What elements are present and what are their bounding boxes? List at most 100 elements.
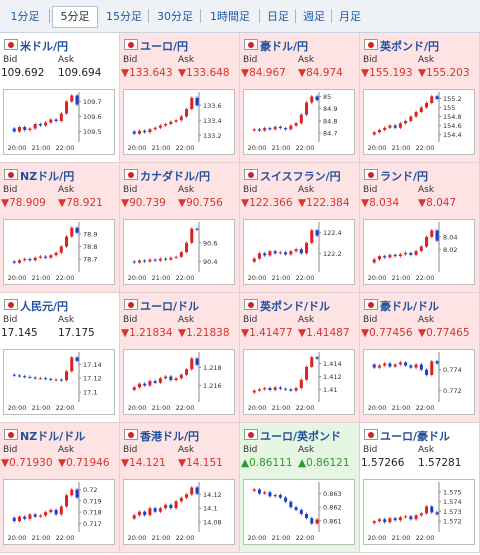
candle bbox=[419, 246, 423, 251]
chart-frame bbox=[123, 479, 235, 545]
currency-panel[interactable]: 人民元/円 Bid Ask 17.145 17.175 17.14 17.12 17.1 20:… bbox=[0, 293, 120, 423]
currency-panel[interactable]: ユーロ/英ポンド Bid Ask ▲0.86111 ▲0.86121 0.863 0.862… bbox=[240, 423, 360, 553]
bid-label: Bid bbox=[123, 315, 138, 325]
candle bbox=[257, 389, 261, 391]
time-label: 21:00 bbox=[32, 144, 51, 152]
ask-label: Ask bbox=[178, 185, 195, 195]
pair-name[interactable]: ユーロ/円 bbox=[140, 40, 189, 53]
ask-value: ▼84.974 bbox=[298, 67, 343, 79]
bid-label: Bid bbox=[363, 55, 378, 65]
y-tick-label: 122.2 bbox=[323, 250, 342, 258]
candle bbox=[179, 497, 183, 502]
pair-name[interactable]: 英ポンド/ドル bbox=[260, 300, 331, 313]
candle bbox=[137, 511, 141, 516]
candle bbox=[252, 390, 256, 393]
candle bbox=[273, 494, 277, 497]
y-tick-label: 84.8 bbox=[323, 117, 337, 125]
currency-panel[interactable]: ユーロ/円 Bid Ask ▼133.643 ▼133.648 133.6 133.4 133… bbox=[120, 33, 240, 163]
tab[interactable]: 30分足 bbox=[157, 10, 193, 23]
currency-panel[interactable]: スイスフラン/円 Bid Ask ▼122.366 ▼122.384 122.4 122.2… bbox=[240, 163, 360, 293]
currency-panel[interactable]: ランド/円 Bid Ask ▼8.034 ▼8.047 8.04 8.02 20:00 21:0… bbox=[360, 163, 480, 293]
candle bbox=[372, 521, 376, 524]
ask-value: ▼122.384 bbox=[298, 197, 350, 209]
flag-icon bbox=[244, 299, 258, 310]
candle bbox=[28, 376, 32, 378]
pair-name[interactable]: NZドル/ドル bbox=[20, 430, 86, 443]
pair-name[interactable]: 人民元/円 bbox=[20, 300, 69, 313]
time-label: 21:00 bbox=[152, 274, 171, 282]
time-label: 22:00 bbox=[176, 144, 195, 152]
candle bbox=[310, 96, 314, 103]
candle bbox=[315, 96, 319, 101]
candle bbox=[252, 129, 256, 131]
candle bbox=[54, 509, 58, 515]
tab[interactable]: 15分足 bbox=[106, 10, 142, 23]
time-label: 21:00 bbox=[152, 144, 171, 152]
pair-name[interactable]: ユーロ/英ポンド bbox=[260, 430, 342, 443]
pair-name[interactable]: 英ポンド/円 bbox=[380, 40, 440, 53]
currency-panel[interactable]: NZドル/ドル Bid Ask ▼0.71930 ▼0.71946 0.72 0.719 0.… bbox=[0, 423, 120, 553]
candle bbox=[148, 381, 152, 386]
pair-name[interactable]: スイスフラン/円 bbox=[260, 170, 341, 183]
candle bbox=[65, 236, 69, 247]
y-tick-label: 90.6 bbox=[203, 239, 217, 247]
flag-icon bbox=[4, 169, 18, 180]
pair-name[interactable]: ユーロ/ドル bbox=[140, 300, 200, 313]
candle bbox=[430, 230, 434, 237]
ask-value: 1.57281 bbox=[418, 457, 462, 469]
currency-panel[interactable]: 豪ドル/円 Bid Ask ▼84.967 ▼84.974 85 84.9 84.8 84.7 2… bbox=[240, 33, 360, 163]
tab[interactable]: 1分足 bbox=[10, 10, 40, 23]
y-tick-label: 14.08 bbox=[203, 519, 222, 527]
ask-value: ▼0.77465 bbox=[418, 327, 470, 339]
candle bbox=[409, 516, 413, 520]
candle bbox=[398, 517, 402, 521]
chart-frame bbox=[3, 89, 115, 155]
bid-value: ▼84.967 bbox=[241, 67, 286, 79]
flag-icon bbox=[4, 429, 18, 440]
currency-panel[interactable]: ユーロ/豪ドル Bid Ask 1.57266 1.57281 1.575 1.574 1.5… bbox=[360, 423, 480, 553]
candle bbox=[17, 375, 21, 377]
candle bbox=[289, 251, 293, 255]
pair-name[interactable]: NZドル/円 bbox=[20, 170, 75, 183]
tab[interactable]: 週足 bbox=[303, 10, 325, 23]
currency-panel[interactable]: ユーロ/ドル Bid Ask ▼1.21834 ▼1.21838 1.218 1.216 20… bbox=[120, 293, 240, 423]
currency-panel[interactable]: 香港ドル/円 Bid Ask ▼14.121 ▼14.151 14.12 14.1 14.08… bbox=[120, 423, 240, 553]
time-label: 20:00 bbox=[128, 144, 147, 152]
currency-panel[interactable]: 英ポンド/円 Bid Ask ▼155.193 ▼155.203 155.2 155 154.… bbox=[360, 33, 480, 163]
pair-name[interactable]: ランド/円 bbox=[380, 170, 429, 183]
candle bbox=[388, 363, 392, 367]
bid-label: Bid bbox=[243, 445, 258, 455]
currency-panel[interactable]: カナダドル/円 Bid Ask ▼90.739 ▼90.756 90.6 90.4 20:00… bbox=[120, 163, 240, 293]
candle bbox=[409, 116, 413, 121]
y-tick-label: 0.719 bbox=[83, 497, 102, 505]
candle bbox=[153, 259, 157, 261]
pair-name[interactable]: 米ドル/円 bbox=[20, 40, 69, 53]
currency-panel[interactable]: 豪ドル/ドル Bid Ask ▼0.77456 ▼0.77465 0.774 0.772 20… bbox=[360, 293, 480, 423]
y-tick-label: 17.12 bbox=[83, 375, 102, 383]
candle bbox=[294, 249, 298, 252]
currency-panel[interactable]: NZドル/円 Bid Ask ▼78.909 ▼78.921 78.9 78.8 78.7 20… bbox=[0, 163, 120, 293]
tab[interactable]: 1時間足 bbox=[210, 10, 250, 23]
candle bbox=[377, 519, 381, 522]
candle bbox=[174, 378, 178, 381]
y-tick-label: 0.862 bbox=[323, 504, 342, 512]
pair-name[interactable]: 豪ドル/円 bbox=[260, 40, 309, 53]
tab[interactable]: 5分足 bbox=[52, 6, 98, 28]
y-tick-label: 14.1 bbox=[203, 505, 217, 513]
candle bbox=[377, 130, 381, 133]
pair-name[interactable]: 香港ドル/円 bbox=[140, 430, 200, 443]
time-label: 20:00 bbox=[368, 144, 387, 152]
pair-name[interactable]: カナダドル/円 bbox=[140, 170, 211, 183]
candle bbox=[174, 501, 178, 509]
tab[interactable]: 月足 bbox=[339, 10, 361, 23]
pair-name[interactable]: 豪ドル/ドル bbox=[380, 300, 440, 313]
pair-name[interactable]: ユーロ/豪ドル bbox=[380, 430, 451, 443]
currency-panel[interactable]: 英ポンド/ドル Bid Ask ▼1.41477 ▼1.41487 1.414 1.412 1… bbox=[240, 293, 360, 423]
tab[interactable]: 日足 bbox=[267, 10, 289, 23]
candle bbox=[38, 378, 42, 380]
mini-chart: 14.12 14.1 14.08 20:00 21:00 22:00 bbox=[123, 479, 235, 545]
time-label: 21:00 bbox=[32, 404, 51, 412]
candle bbox=[273, 251, 277, 254]
candle bbox=[299, 509, 303, 514]
currency-panel[interactable]: 米ドル/円 Bid Ask 109.692 109.694 109.7 109.6 109.5… bbox=[0, 33, 120, 163]
